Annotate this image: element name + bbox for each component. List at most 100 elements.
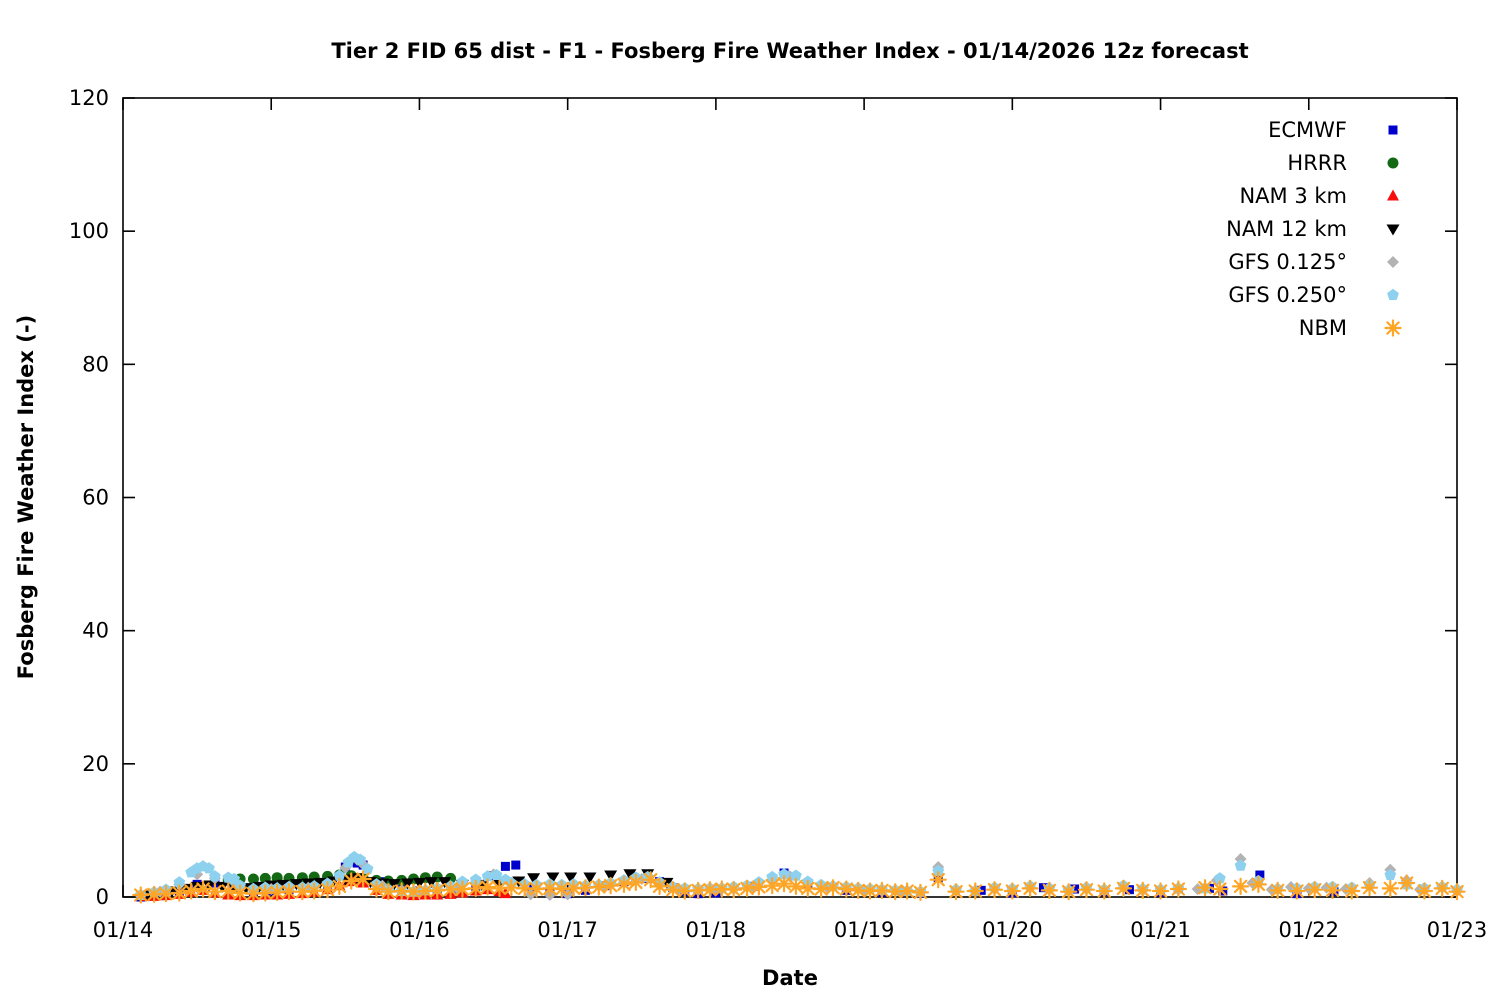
- data-point-marker: [500, 861, 510, 871]
- y-tick-label: 120: [69, 86, 109, 110]
- data-point-marker: [247, 873, 259, 885]
- data-point-marker: [898, 882, 916, 900]
- data-point-marker: [170, 884, 188, 902]
- data-point-marker: [481, 870, 494, 882]
- y-tick-label: 80: [82, 352, 109, 376]
- data-point-marker: [203, 862, 215, 874]
- data-point-marker: [812, 880, 830, 898]
- data-point-marker: [1077, 881, 1096, 899]
- data-point-marker: [1151, 882, 1170, 900]
- data-point-marker: [1213, 872, 1226, 884]
- data-point-marker: [511, 860, 521, 870]
- data-point-marker: [387, 879, 401, 891]
- data-point-marker: [766, 870, 779, 883]
- x-axis-label: Date: [762, 966, 818, 990]
- data-point-marker: [775, 875, 793, 893]
- data-point-marker: [354, 853, 367, 865]
- data-point-marker: [1306, 881, 1324, 899]
- data-point-marker: [173, 876, 186, 888]
- data-point-marker: [209, 870, 221, 882]
- data-point-marker: [1169, 880, 1187, 898]
- data-point-marker: [911, 883, 930, 901]
- data-point-marker: [132, 886, 150, 904]
- y-tick-label: 60: [82, 486, 109, 510]
- data-point-marker: [650, 877, 669, 895]
- plot-axes: 01/14 01/15 01/16 01/17 01/18 01/19 01/20 01/21…: [69, 86, 1487, 942]
- data-point-marker: [725, 881, 743, 899]
- data-point-marker: [1387, 189, 1399, 201]
- data-point-marker: [750, 878, 768, 896]
- data-point-marker: [1134, 881, 1152, 899]
- data-point-marker: [438, 877, 452, 889]
- legend-label: ECMWF: [1268, 118, 1347, 142]
- data-point-marker: [333, 869, 346, 881]
- y-tick-label: 100: [69, 219, 109, 243]
- data-point-marker: [318, 881, 337, 899]
- x-tick-label: 01/14: [93, 918, 154, 942]
- data-point-marker: [1398, 874, 1416, 892]
- data-point-marker: [546, 872, 560, 884]
- data-point-marker: [1249, 875, 1267, 893]
- data-point-marker: [1387, 288, 1399, 301]
- plot-data-points: [132, 850, 1466, 904]
- legend-item-nbm: NBM: [1299, 316, 1402, 340]
- data-point-marker: [1323, 881, 1342, 899]
- data-point-marker: [280, 883, 298, 901]
- data-point-marker: [228, 872, 241, 885]
- y-tick-label: 0: [96, 885, 109, 909]
- data-point-marker: [790, 869, 802, 881]
- legend: ECMWF HRRR NAM 3 km NAM 12 km GFS 0.125° GFS …: [1226, 118, 1402, 340]
- y-tick-label: 40: [82, 619, 109, 643]
- data-point-marker: [1196, 879, 1214, 897]
- data-point-marker: [527, 873, 541, 885]
- data-point-marker: [799, 879, 817, 897]
- data-point-marker: [837, 880, 855, 898]
- data-point-marker: [1211, 880, 1229, 898]
- legend-label: GFS 0.125°: [1228, 250, 1347, 274]
- data-point-marker: [401, 878, 415, 890]
- data-point-marker: [738, 879, 756, 897]
- x-tick-label: 01/21: [1130, 918, 1191, 942]
- data-point-marker: [1387, 157, 1399, 169]
- data-point-marker: [1387, 256, 1399, 268]
- data-point-marker: [1433, 879, 1451, 897]
- data-point-marker: [1231, 877, 1250, 895]
- x-tick-label: 01/23: [1427, 918, 1488, 942]
- legend-item-gfs-0-125: GFS 0.125°: [1228, 250, 1399, 274]
- y-axis-label: Fosberg Fire Weather Index (-): [14, 315, 38, 679]
- data-point-marker: [623, 869, 637, 881]
- data-point-marker: [873, 881, 891, 899]
- data-point-marker: [966, 882, 984, 900]
- data-point-marker: [1269, 881, 1287, 899]
- data-point-marker: [1386, 224, 1400, 236]
- data-point-marker: [1003, 882, 1021, 900]
- data-point-marker: [1114, 879, 1133, 897]
- data-point-marker: [393, 882, 411, 900]
- data-point-marker: [1384, 319, 1402, 337]
- data-point-marker: [342, 872, 360, 890]
- data-point-marker: [604, 870, 618, 882]
- data-point-marker: [932, 864, 945, 877]
- data-point-marker: [763, 877, 781, 895]
- data-point-marker: [787, 877, 805, 895]
- series-nbm: [132, 870, 1466, 904]
- legend-item-ecmwf: ECMWF: [1268, 118, 1398, 142]
- data-point-marker: [219, 882, 237, 900]
- legend-item-gfs-0-250: GFS 0.250°: [1228, 283, 1399, 307]
- data-point-marker: [479, 878, 497, 896]
- data-point-marker: [778, 868, 790, 880]
- data-point-marker: [1288, 882, 1306, 900]
- data-point-marker: [642, 871, 660, 889]
- chart-title: Tier 2 FID 65 dist - F1 - Fosberg Fire W…: [331, 39, 1248, 63]
- data-point-marker: [985, 881, 1004, 899]
- data-point-marker: [1388, 125, 1398, 135]
- data-point-marker: [289, 879, 303, 891]
- data-point-marker: [627, 873, 645, 891]
- data-point-marker: [305, 882, 323, 900]
- data-point-marker: [361, 862, 374, 875]
- data-point-marker: [1360, 879, 1379, 897]
- legend-label: NBM: [1299, 316, 1347, 340]
- data-point-marker: [194, 880, 212, 898]
